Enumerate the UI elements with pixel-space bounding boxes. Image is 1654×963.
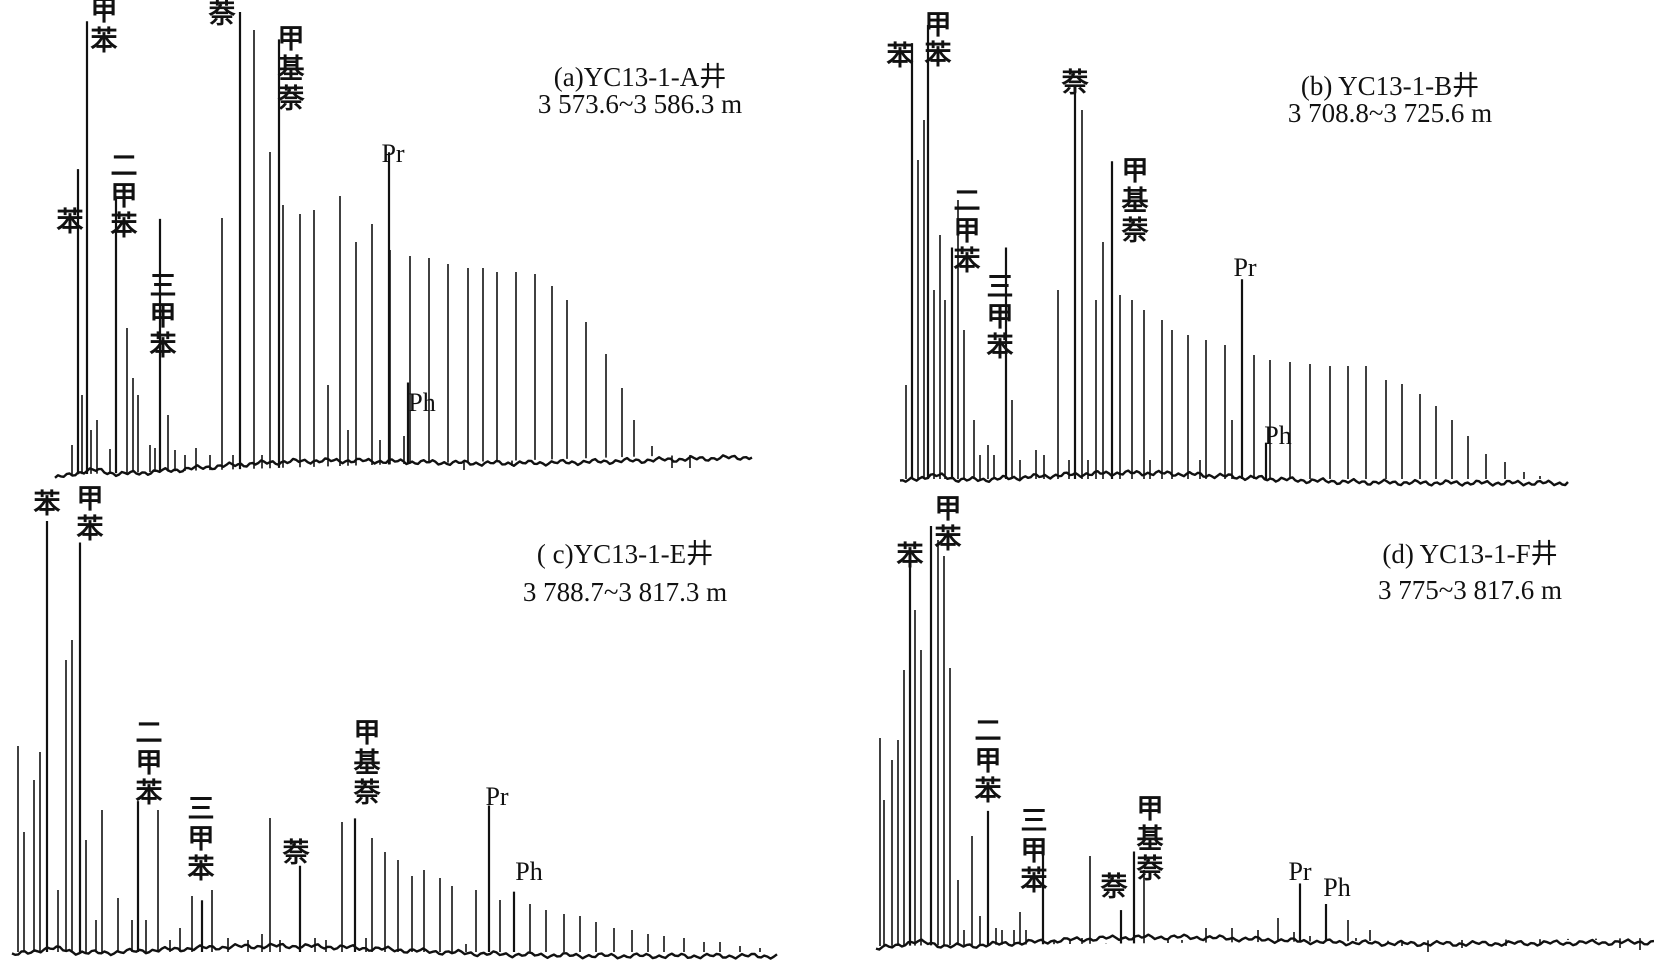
panel-depth-range: 3 573.6~3 586.3 m (538, 89, 742, 119)
peak-label: 甲苯 (934, 494, 962, 555)
peak-label: 三甲苯 (187, 794, 215, 885)
peak-label: 三甲苯 (986, 272, 1014, 363)
peak-label: 萘 (283, 838, 311, 869)
peak-label: Pr (381, 139, 404, 168)
peak-label: Ph (515, 857, 542, 886)
peak-label: 二甲苯 (135, 718, 163, 809)
peak-label: 甲基萘 (1122, 156, 1150, 247)
peak-label: 三甲苯 (1020, 806, 1048, 897)
peak-label: 苯 (896, 541, 924, 572)
panel-depth-range: 3 788.7~3 817.3 m (523, 577, 727, 607)
panel-title: (a)YC13-1-A井 (554, 62, 726, 92)
peak-label: Ph (408, 388, 435, 417)
chromatogram-panel-d: 苯甲苯二甲苯三甲苯萘甲基萘 Pr Ph (d) YC13-1-F井 3 775~3 81… (875, 494, 1654, 952)
peak-label: 苯 (886, 41, 914, 72)
peak-label: 甲苯 (90, 0, 118, 57)
chromatogram-panel-c: 苯甲苯二甲苯三甲苯 萘 甲基萘 Pr Ph ( c)YC13-1-E井 3 788.7~3 … (11, 484, 778, 960)
peak-label: 萘 (1062, 68, 1090, 99)
peak-label: 甲基萘 (278, 24, 306, 115)
peak-label: 甲苯 (924, 10, 952, 71)
chromatogram-baseline (11, 942, 778, 960)
peak-label: 二甲苯 (953, 186, 981, 277)
peak-label: 苯 (56, 207, 84, 238)
panel-title: ( c)YC13-1-E井 (537, 539, 713, 569)
panel-title: (d) YC13-1-F井 (1382, 539, 1557, 569)
peak-label: 甲基萘 (354, 718, 382, 809)
peak-label: Pr (1233, 253, 1256, 282)
panel-title: (b) YC13-1-B井 (1301, 71, 1479, 101)
peak-label: 二甲苯 (974, 716, 1002, 807)
peak-label: 苯 (33, 489, 61, 520)
panel-depth-range: 3 775~3 817.6 m (1378, 575, 1562, 605)
peak-label: Ph (1323, 873, 1350, 902)
peak-label: 三甲苯 (149, 271, 177, 362)
peak-label: 二甲苯 (110, 151, 138, 242)
peak-label: 甲苯 (76, 484, 104, 545)
peak-label: 萘 (1101, 872, 1129, 903)
peak-label: 萘 (209, 0, 237, 30)
panel-depth-range: 3 708.8~3 725.6 m (1288, 98, 1492, 128)
peak-label: 甲基萘 (1137, 794, 1165, 885)
peak-label: Pr (485, 782, 508, 811)
peak-label: Ph (1264, 421, 1291, 450)
chromatogram-baseline (875, 933, 1654, 951)
peak-label: Pr (1288, 857, 1311, 886)
